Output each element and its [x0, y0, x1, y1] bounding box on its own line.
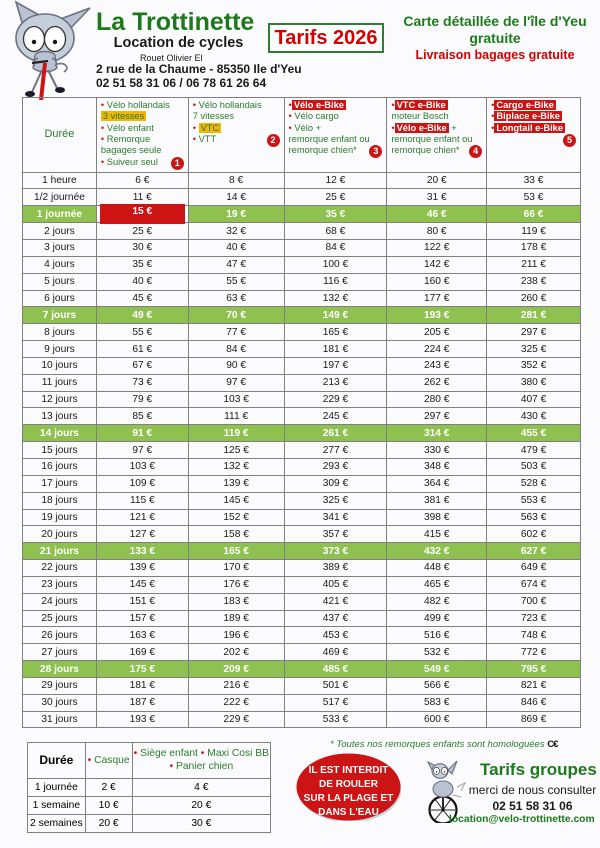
svg-text:IL EST INTERDIT: IL EST INTERDIT [309, 765, 389, 776]
svg-text:DANS L'EAU: DANS L'EAU [318, 807, 379, 818]
svg-text:SUR LA PLAGE ET: SUR LA PLAGE ET [304, 793, 394, 804]
svg-text:DE ROULER: DE ROULER [319, 779, 379, 790]
